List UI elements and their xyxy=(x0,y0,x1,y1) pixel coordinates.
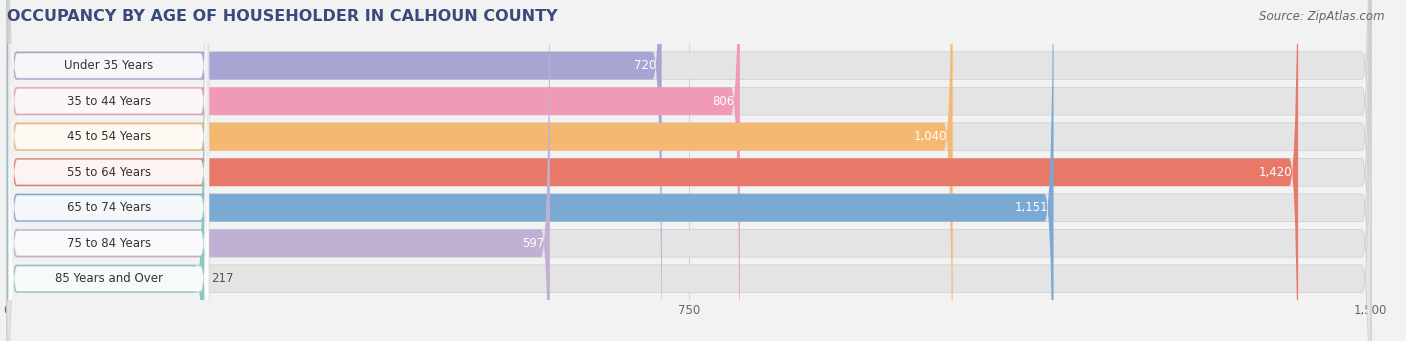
Text: 1,151: 1,151 xyxy=(1015,201,1047,214)
Text: 85 Years and Over: 85 Years and Over xyxy=(55,272,163,285)
Text: 1,420: 1,420 xyxy=(1258,166,1292,179)
Text: 65 to 74 Years: 65 to 74 Years xyxy=(66,201,150,214)
FancyBboxPatch shape xyxy=(7,0,1371,341)
FancyBboxPatch shape xyxy=(7,0,740,341)
FancyBboxPatch shape xyxy=(7,0,1371,341)
Text: 1,040: 1,040 xyxy=(914,130,948,143)
Text: OCCUPANCY BY AGE OF HOUSEHOLDER IN CALHOUN COUNTY: OCCUPANCY BY AGE OF HOUSEHOLDER IN CALHO… xyxy=(7,9,558,24)
Text: Under 35 Years: Under 35 Years xyxy=(65,59,153,72)
FancyBboxPatch shape xyxy=(7,0,1371,341)
Text: Source: ZipAtlas.com: Source: ZipAtlas.com xyxy=(1260,10,1385,23)
FancyBboxPatch shape xyxy=(7,0,662,341)
FancyBboxPatch shape xyxy=(7,0,204,341)
FancyBboxPatch shape xyxy=(7,0,1371,341)
FancyBboxPatch shape xyxy=(7,0,1371,341)
FancyBboxPatch shape xyxy=(7,0,1371,341)
Text: 35 to 44 Years: 35 to 44 Years xyxy=(67,95,150,108)
FancyBboxPatch shape xyxy=(8,0,209,341)
Text: 55 to 64 Years: 55 to 64 Years xyxy=(67,166,150,179)
Text: 597: 597 xyxy=(522,237,544,250)
FancyBboxPatch shape xyxy=(7,0,550,341)
FancyBboxPatch shape xyxy=(8,0,209,341)
Text: 45 to 54 Years: 45 to 54 Years xyxy=(67,130,150,143)
FancyBboxPatch shape xyxy=(8,0,209,341)
FancyBboxPatch shape xyxy=(8,0,209,341)
Text: 806: 806 xyxy=(713,95,734,108)
FancyBboxPatch shape xyxy=(8,0,209,341)
FancyBboxPatch shape xyxy=(7,0,1371,341)
Text: 217: 217 xyxy=(211,272,235,285)
FancyBboxPatch shape xyxy=(8,0,209,341)
Text: 720: 720 xyxy=(634,59,657,72)
FancyBboxPatch shape xyxy=(8,0,209,341)
Text: 75 to 84 Years: 75 to 84 Years xyxy=(67,237,150,250)
FancyBboxPatch shape xyxy=(7,0,953,341)
FancyBboxPatch shape xyxy=(7,0,1053,341)
FancyBboxPatch shape xyxy=(7,0,1298,341)
